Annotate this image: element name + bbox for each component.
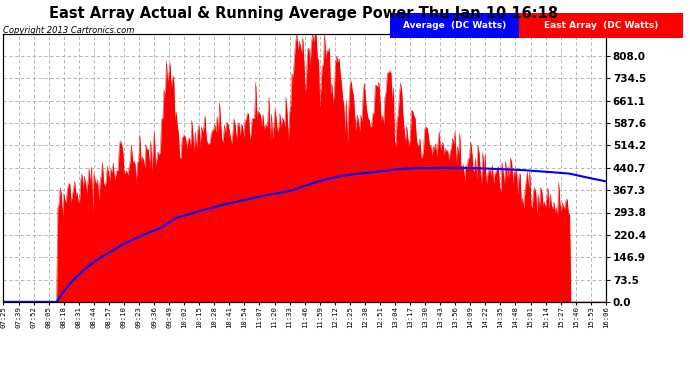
Text: East Array  (DC Watts): East Array (DC Watts) [544, 21, 658, 30]
Text: Copyright 2013 Cartronics.com: Copyright 2013 Cartronics.com [3, 26, 135, 35]
Bar [519, 13, 683, 38]
Bar [390, 13, 519, 38]
Text: Average  (DC Watts): Average (DC Watts) [403, 21, 506, 30]
Text: East Array Actual & Running Average Power Thu Jan 10 16:18: East Array Actual & Running Average Powe… [49, 6, 558, 21]
